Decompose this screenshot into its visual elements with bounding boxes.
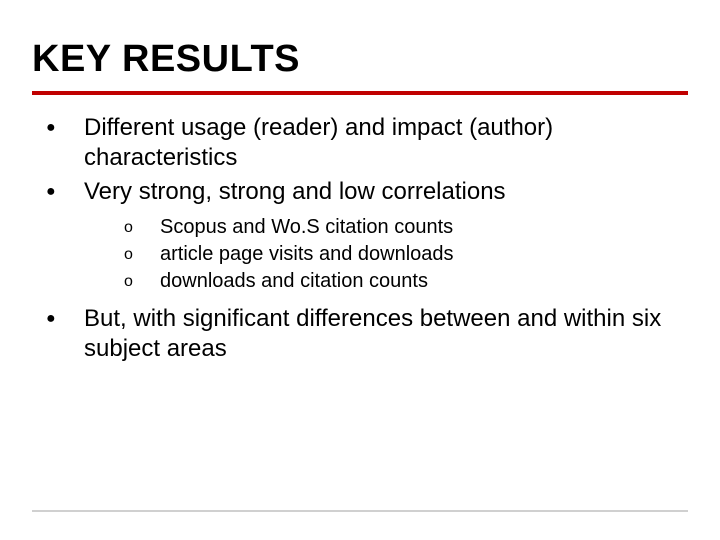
sub-bullet-item: downloads and citation counts	[84, 269, 688, 294]
bullet-item: But, with significant differences betwee…	[32, 304, 688, 364]
bullet-text: Very strong, strong and low correlations	[84, 178, 506, 205]
sub-bullet-text: Scopus and Wo.S citation counts	[160, 216, 453, 238]
bullet-text: Different usage (reader) and impact (aut…	[84, 114, 553, 171]
footer-divider	[32, 510, 688, 512]
bullet-text: But, with significant differences betwee…	[84, 305, 661, 362]
bullet-item: Very strong, strong and low correlations…	[32, 177, 688, 294]
sub-bullet-item: article page visits and downloads	[84, 242, 688, 267]
slide: KEY RESULTS Different usage (reader) and…	[0, 0, 720, 540]
sub-bullet-text: article page visits and downloads	[160, 243, 454, 265]
sub-bullet-item: Scopus and Wo.S citation counts	[84, 215, 688, 240]
slide-content: Different usage (reader) and impact (aut…	[32, 113, 688, 518]
sub-bullet-list: Scopus and Wo.S citation counts article …	[84, 215, 688, 294]
bullet-item: Different usage (reader) and impact (aut…	[32, 113, 688, 173]
bullet-list: Different usage (reader) and impact (aut…	[32, 113, 688, 364]
sub-bullet-text: downloads and citation counts	[160, 270, 428, 292]
slide-title: KEY RESULTS	[32, 38, 688, 95]
